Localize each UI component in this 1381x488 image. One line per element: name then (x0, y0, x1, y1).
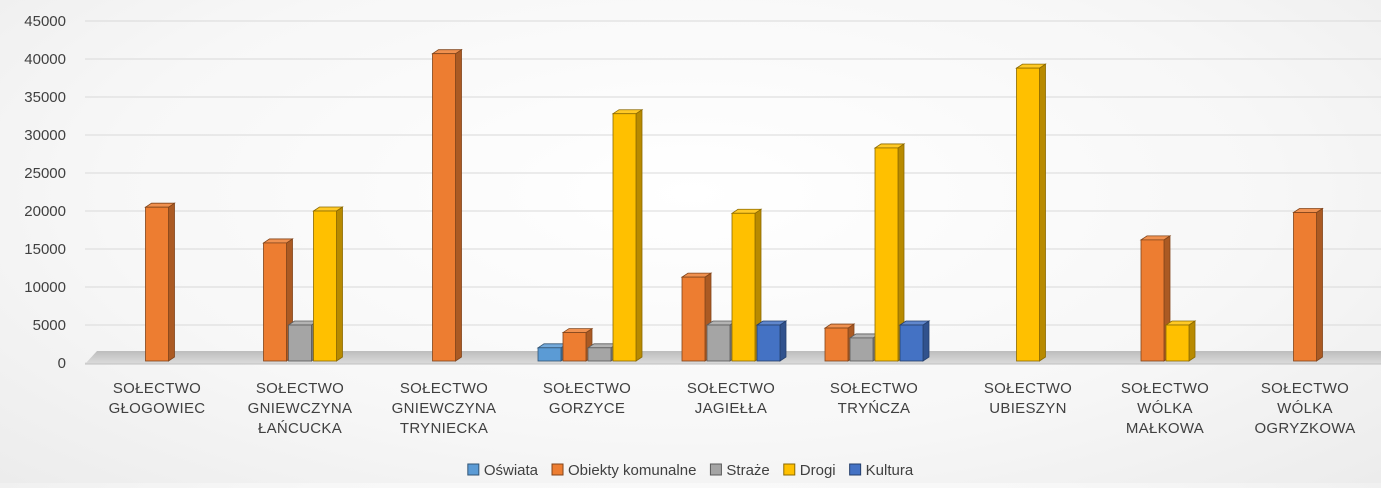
y-axis-ticks: 0 5000 10000 15000 20000 25000 30000 35000 40000… (24, 13, 66, 372)
x-tick-label: SOŁECTWO GNIEWCZYNA TRYNIECKA (392, 380, 497, 437)
legend-item: Straże (709, 462, 770, 479)
y-tick-label: 35000 (24, 89, 66, 106)
bar (1164, 320, 1197, 362)
y-tick-label: 30000 (24, 127, 66, 144)
bar (431, 48, 463, 362)
legend-item: Kultura (849, 462, 914, 479)
y-tick-label: 40000 (24, 51, 66, 68)
legend: Oświata Obiekty komunalne Straże Drogi Kultu… (467, 462, 914, 479)
bar (1292, 207, 1324, 362)
bar (144, 202, 176, 362)
y-tick-label: 10000 (24, 279, 66, 296)
legend-label: Oświata (484, 462, 539, 479)
x-tick-label: SOŁECTWO TRYŃCZA (830, 380, 918, 417)
bar (1015, 63, 1047, 362)
bar (755, 320, 788, 362)
x-tick-label: SOŁECTWO GORZYCE (543, 380, 631, 417)
legend-item: Oświata (467, 462, 539, 479)
legend-swatch (709, 463, 722, 476)
bar (873, 143, 906, 362)
bar (561, 327, 594, 362)
legend-item: Obiekty komunalne (551, 462, 696, 479)
legend-label: Straże (726, 462, 769, 479)
y-tick-label: 25000 (24, 165, 66, 182)
x-tick-label: SOŁECTWO GŁOGOWIEC (109, 380, 206, 417)
x-tick-label: SOŁECTWO WÓLKA OGRYZKOWA (1254, 380, 1355, 437)
y-tick-label: 20000 (24, 203, 66, 220)
legend-label: Kultura (866, 462, 914, 479)
bar (898, 320, 931, 362)
legend-swatch (783, 463, 796, 476)
legend-item: Drogi (783, 462, 836, 479)
x-tick-label: SOŁECTWO JAGIEŁŁA (687, 380, 775, 417)
bar (611, 108, 644, 362)
legend-swatch (467, 463, 480, 476)
x-tick-label: SOŁECTWO GNIEWCZYNA ŁAŃCUCKA (248, 380, 353, 437)
bar (680, 272, 713, 362)
bars (144, 48, 1324, 362)
legend-swatch (849, 463, 862, 476)
bar (312, 206, 344, 362)
x-tick-label: SOŁECTWO WÓLKA MAŁKOWA (1121, 380, 1209, 437)
y-tick-label: 5000 (33, 317, 66, 334)
legend-label: Drogi (800, 462, 836, 479)
x-tick-label: SOŁECTWO UBIESZYN (984, 380, 1072, 417)
bar (1139, 235, 1172, 362)
bar (705, 320, 738, 362)
legend-label: Obiekty komunalne (568, 462, 696, 479)
x-axis-ticks: SOŁECTWO GŁOGOWIEC SOŁECTWO GNIEWCZYNA ŁAŃCU… (109, 380, 1356, 437)
y-tick-label: 45000 (24, 13, 66, 30)
legend-swatch (551, 463, 564, 476)
y-tick-label: 15000 (24, 241, 66, 258)
y-tick-label: 0 (58, 355, 66, 372)
